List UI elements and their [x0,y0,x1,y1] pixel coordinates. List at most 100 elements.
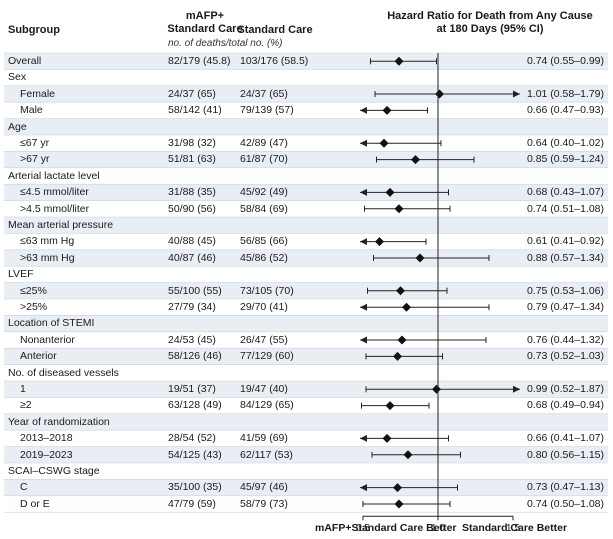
mafp-deaths-value: 47/79 (59) [168,497,216,510]
hazard-ratio-point [394,499,404,509]
row-band [4,151,608,168]
std-deaths-value: 29/70 (41) [240,301,288,313]
mafp-deaths-value: 31/88 (35) [168,186,216,199]
mafp-deaths-value: 82/179 (45.8) [168,55,231,67]
row-band [4,413,608,431]
group-label: No. of diseased vessels [8,366,119,379]
ci-arrow-right [513,385,520,393]
hazard-ratio-point [393,351,402,361]
row-band [4,53,608,70]
hazard-ratio-point [385,401,395,411]
subgroup-label: >4.5 mmol/liter [20,202,90,215]
mafp-deaths-value: 63/128 (49) [168,399,222,412]
std-deaths-value: 84/129 (65) [240,399,294,412]
hazard-ratio-point [393,483,402,493]
subgroup-label: ≤4.5 mmol/liter [20,186,89,199]
std-deaths-value: 45/92 (49) [240,186,288,199]
mafp-header-line1: mAFP+ [185,10,225,22]
row-band [4,348,608,365]
hazard-ratio-ci-text: 0.88 (0.57–1.34) [526,251,604,264]
hazard-ratio-ci-text: 0.68 (0.43–1.07) [526,186,604,199]
hazard-ratio-ci-text: 0.85 (0.59–1.24) [526,153,604,166]
hazard-ratio-point [382,105,392,115]
subgroup-label: >25% [20,301,48,313]
mafp-deaths-value: 55/100 (55) [168,284,222,297]
std-deaths-value: 45/86 (52) [240,251,288,264]
hazard-ratio-ci-text: 0.76 (0.44–1.32) [526,333,604,346]
mafp-deaths-value: 31/98 (32) [168,137,216,149]
hazard-ratio-ci-text: 0.75 (0.53–1.06) [526,284,604,297]
row-band [4,315,608,332]
ci-arrow-left [360,303,367,311]
subgroup-label: >63 mm Hg [20,251,75,264]
std-deaths-value: 73/105 (70) [240,284,294,297]
group-label: Location of STEMI [8,317,95,330]
std-deaths-value: 58/84 (69) [240,202,288,215]
subgroup-label: 2019–2023 [20,448,73,461]
hr-header-line1: Hazard Ratio for Death from Any Cause [387,10,593,22]
mafp-deaths-value: 50/90 (56) [168,202,216,215]
ci-arrow-right [513,90,520,98]
std-deaths-value: 79/139 (57) [240,104,294,117]
ci-arrow-left [360,106,367,114]
std-deaths-value: 19/47 (40) [240,383,288,395]
hazard-ratio-point [402,302,411,312]
mafp-deaths-value: 40/88 (45) [168,235,216,248]
subgroup-label: 1 [20,383,26,395]
hazard-ratio-ci-text: 0.73 (0.52–1.03) [526,350,604,363]
subgroup-label: ≥2 [20,399,32,412]
row-band [4,217,608,234]
group-label: Age [8,120,27,133]
hazard-ratio-point [435,89,444,99]
row-band [4,381,608,398]
mafp-deaths-value: 40/87 (46) [168,251,216,264]
hazard-ratio-ci-text: 0.74 (0.55–0.99) [526,55,604,67]
row-band [4,118,608,135]
group-label: SCAI–CSWG stage [8,465,100,477]
subgroup-label: ≤25% [20,284,47,297]
std-deaths-value: 24/37 (65) [240,87,288,100]
hazard-ratio-ci-text: 0.68 (0.49–0.94) [526,399,604,412]
hr-header: Hazard Ratio for Death from Any Cause at… [360,10,613,36]
subgroup-label: Overall [8,55,42,67]
std-deaths-value: 77/129 (60) [240,350,294,363]
mafp-header-line2: Standard Care [167,23,243,35]
group-label: Mean arterial pressure [8,219,114,231]
ci-arrow-left [360,336,367,344]
group-label: Year of randomization [8,415,110,428]
row-band [4,282,608,299]
hazard-ratio-point [385,187,395,197]
mafp-header: mAFP+ Standard Care [150,10,260,36]
hazard-ratio-ci-text: 0.61 (0.41–0.92) [526,235,604,248]
mafp-deaths-value: 24/53 (45) [168,333,216,346]
favors-left-label: mAFP+Standard Care Better [315,522,457,534]
group-label: Sex [8,71,27,84]
row-band [4,479,608,496]
subgroup-label: ≤67 yr [20,137,50,149]
std-deaths-value: 58/79 (73) [240,497,288,510]
std-deaths-value: 41/59 (69) [240,432,288,445]
subgroup-label: Female [20,87,56,100]
subgroup-label: Male [20,104,43,117]
subgroup-label: Nonanterior [20,333,75,346]
group-label: Arterial lactate level [8,169,100,182]
hazard-ratio-ci-text: 0.80 (0.56–1.15) [526,448,604,461]
row-band [4,85,608,103]
hazard-ratio-ci-text: 0.73 (0.47–1.13) [526,481,604,494]
hazard-ratio-ci-text: 0.99 (0.52–1.87) [526,383,604,395]
hazard-ratio-point [394,204,404,214]
mafp-deaths-value: 54/125 (43) [168,448,222,461]
subgroup-label: 2013–2018 [20,432,73,445]
hazard-ratio-point [382,433,392,443]
ci-arrow-left [360,139,367,147]
ci-arrow-left [360,188,367,196]
hazard-ratio-point [379,138,389,148]
ci-arrow-left [360,484,367,492]
std-deaths-value: 62/117 (53) [240,448,293,461]
group-label: LVEF [8,268,34,281]
favors-right-label: Standard Care Better [462,522,568,534]
hazard-ratio-ci-text: 1.01 (0.58–1.79) [526,87,604,100]
hazard-ratio-point [394,56,404,66]
